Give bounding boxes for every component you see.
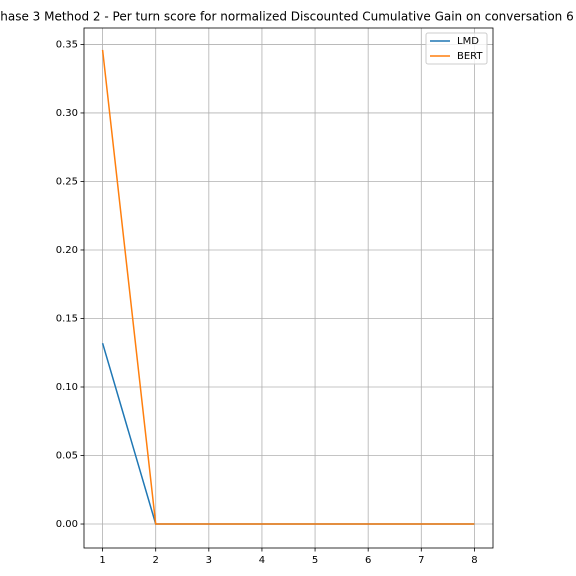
y-tick-label: 0.05 — [56, 451, 78, 462]
y-tick-label: 0.35 — [56, 39, 78, 50]
legend-label: BERT — [457, 51, 483, 62]
x-tick-label: 1 — [99, 555, 105, 566]
y-tick-label: 0.20 — [56, 245, 78, 256]
y-tick-label: 0.00 — [56, 519, 78, 530]
x-tick-label: 3 — [206, 555, 212, 566]
legend-label: LMD — [457, 36, 479, 47]
x-tick-label: 6 — [365, 555, 371, 566]
legend: LMD BERT — [425, 32, 488, 65]
series-line — [101, 49, 475, 525]
x-tick-label: 8 — [471, 555, 477, 566]
y-tick-label: 0.10 — [56, 382, 78, 393]
plot-frame — [83, 27, 494, 549]
x-tick-label: 2 — [153, 555, 159, 566]
y-tick-label: 0.30 — [56, 108, 78, 119]
x-tick-label: 5 — [312, 555, 318, 566]
y-tick-label: 0.25 — [56, 176, 78, 187]
x-tick-label: 4 — [259, 555, 265, 566]
y-tick-label: 0.15 — [56, 313, 78, 324]
series-line — [101, 342, 475, 525]
chart-title: hase 3 Method 2 - Per turn score for nor… — [0, 10, 574, 24]
x-tick-label: 7 — [418, 555, 424, 566]
